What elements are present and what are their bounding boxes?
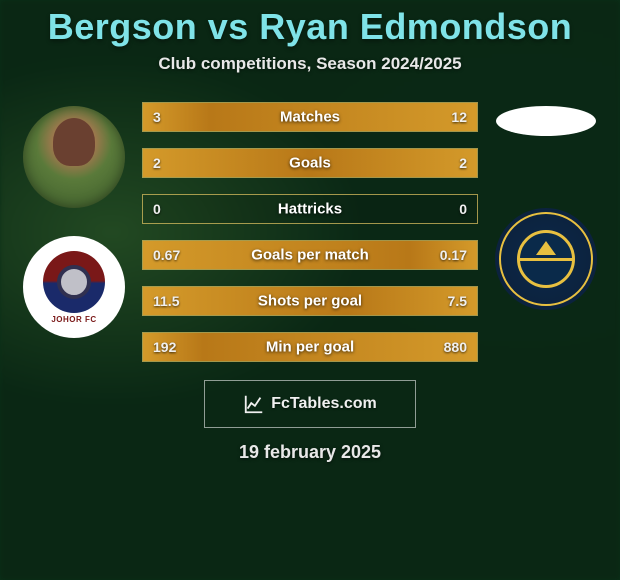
page-title: Bergson vs Ryan Edmondson xyxy=(0,6,620,48)
main-row: JOHOR FC 3 12 Matches 2 2 Goals 0 0 Hattricks 0.6… xyxy=(0,102,620,362)
stat-fill-left xyxy=(143,149,310,177)
left-column: JOHOR FC xyxy=(18,102,130,338)
chart-icon xyxy=(243,393,265,415)
stat-value-left: 3 xyxy=(153,109,161,125)
stat-label: Matches xyxy=(280,109,340,126)
stat-bar: 0 0 Hattricks xyxy=(142,194,478,224)
player-right-avatar-placeholder xyxy=(496,106,596,136)
stat-bar: 192 880 Min per goal xyxy=(142,332,478,362)
stat-value-left: 2 xyxy=(153,155,161,171)
stat-value-right: 2 xyxy=(459,155,467,171)
stat-bar: 3 12 Matches xyxy=(142,102,478,132)
date: 19 february 2025 xyxy=(0,442,620,463)
stat-label: Shots per goal xyxy=(258,293,362,310)
player-left-avatar xyxy=(23,106,125,208)
watermark: FcTables.com xyxy=(204,380,416,428)
stat-value-right: 0.17 xyxy=(440,247,467,263)
stat-value-right: 7.5 xyxy=(448,293,467,309)
stat-value-left: 0 xyxy=(153,201,161,217)
club-badge-label: JOHOR FC xyxy=(51,315,96,324)
watermark-text: FcTables.com xyxy=(271,395,377,413)
club-badge-emblem xyxy=(43,251,105,313)
stat-bar: 0.67 0.17 Goals per match xyxy=(142,240,478,270)
stat-value-left: 192 xyxy=(153,339,176,355)
stat-bar: 2 2 Goals xyxy=(142,148,478,178)
stat-fill-right xyxy=(210,103,477,131)
club-badge-emblem xyxy=(517,230,575,288)
stat-label: Goals xyxy=(289,155,331,172)
stat-fill-right xyxy=(310,149,477,177)
stat-bar: 11.5 7.5 Shots per goal xyxy=(142,286,478,316)
right-column xyxy=(490,102,602,310)
stat-label: Goals per match xyxy=(251,247,369,264)
stat-value-right: 880 xyxy=(444,339,467,355)
stat-value-left: 0.67 xyxy=(153,247,180,263)
stat-label: Min per goal xyxy=(266,339,354,356)
stat-label: Hattricks xyxy=(278,201,342,218)
player-left-club-badge: JOHOR FC xyxy=(23,236,125,338)
stats-column: 3 12 Matches 2 2 Goals 0 0 Hattricks 0.67 0.17 Goal… xyxy=(142,102,478,362)
player-right-club-badge xyxy=(495,208,597,310)
subtitle: Club competitions, Season 2024/2025 xyxy=(0,54,620,74)
stat-value-right: 12 xyxy=(451,109,467,125)
stat-value-right: 0 xyxy=(459,201,467,217)
infographic-container: Bergson vs Ryan Edmondson Club competiti… xyxy=(0,0,620,580)
stat-value-left: 11.5 xyxy=(153,293,179,309)
